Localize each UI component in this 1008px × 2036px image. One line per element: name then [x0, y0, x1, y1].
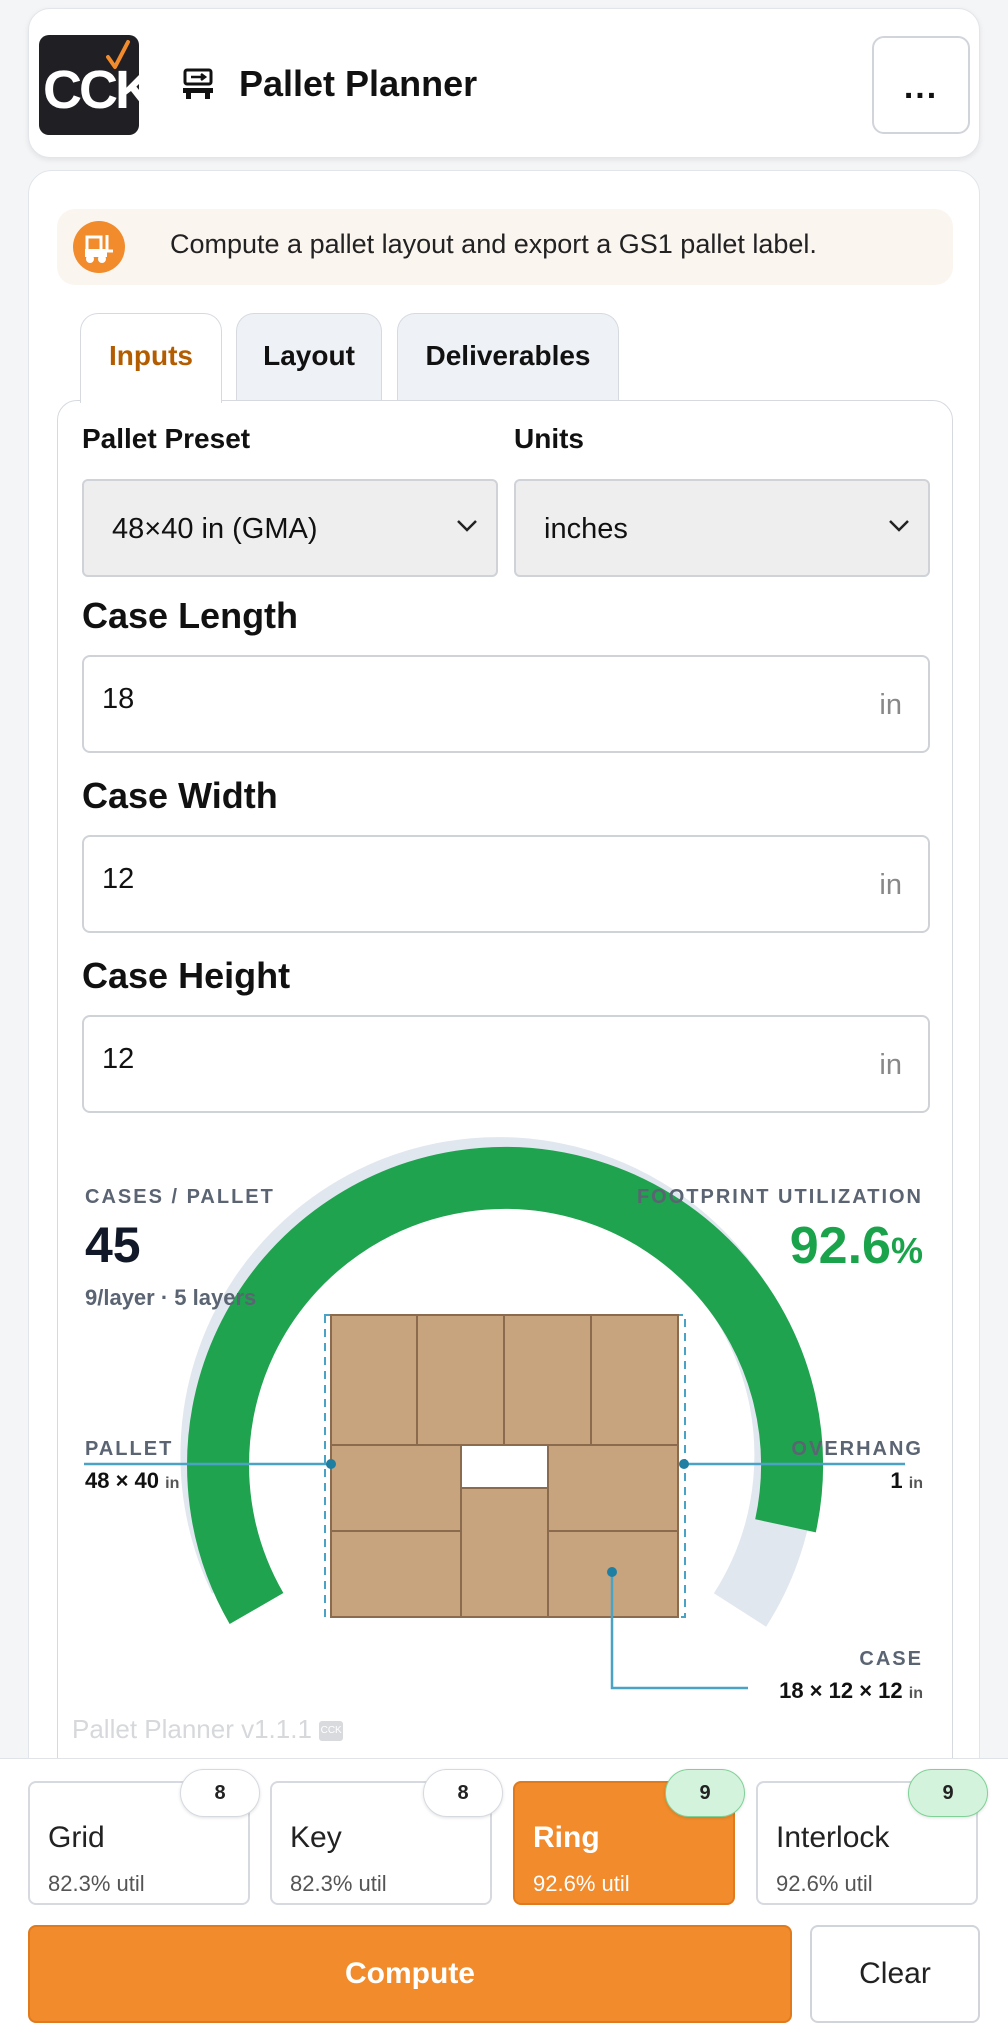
overhang-dims: 1 in	[890, 1468, 923, 1494]
option-name: Interlock	[776, 1821, 890, 1854]
util-label: FOOTPRINT UTILIZATION	[636, 1186, 923, 1208]
case-width-field[interactable]: in	[82, 835, 930, 933]
info-banner: Compute a pallet layout and export a GS1…	[57, 209, 953, 285]
option-interlock[interactable]: Interlock 92.6% util	[756, 1781, 978, 1905]
version-label: Pallet Planner v1.1.1	[72, 1714, 312, 1744]
option-count-badge: 9	[665, 1769, 745, 1817]
case-height-label: Case Height	[82, 955, 291, 996]
case-width-label: Case Width	[82, 775, 278, 816]
units-label: Units	[514, 423, 584, 454]
util-number: 92.6	[789, 1217, 891, 1275]
units-value: inches	[544, 513, 628, 545]
pallet-dims: 48 × 40 in	[85, 1468, 179, 1494]
tab-deliverables[interactable]: Deliverables	[397, 313, 619, 401]
option-count-badge: 8	[423, 1769, 503, 1817]
option-util: 92.6% util	[533, 1871, 630, 1896]
case-height-input[interactable]	[102, 1043, 802, 1076]
util-suffix: %	[890, 1230, 923, 1271]
cases-value: 45	[85, 1217, 141, 1273]
chevron-down-icon	[457, 520, 477, 532]
option-count-badge: 8	[180, 1769, 260, 1817]
overhang-unit: in	[908, 1475, 923, 1492]
option-name: Ring	[533, 1821, 600, 1854]
units-select[interactable]: inches	[514, 479, 930, 577]
case-length-label: Case Length	[82, 595, 299, 636]
option-name: Grid	[48, 1821, 105, 1854]
option-util: 82.3% util	[48, 1871, 145, 1896]
more-menu-button[interactable]: ...	[872, 36, 970, 134]
pallet-preset-select[interactable]: 48×40 in (GMA)	[82, 479, 498, 577]
option-util: 92.6% util	[776, 1871, 873, 1896]
pallet-preset-label: Pallet Preset	[82, 423, 251, 454]
case-width-input[interactable]	[102, 863, 802, 896]
pallet-icon	[183, 68, 213, 99]
chevron-down-icon	[889, 520, 909, 532]
main-card: Compute a pallet layout and export a GS1…	[28, 170, 980, 2036]
case-length-unit: in	[879, 689, 902, 721]
case-height-unit: in	[879, 1049, 902, 1081]
option-count-badge: 9	[908, 1769, 988, 1817]
cases-label: CASES / PALLET	[85, 1186, 275, 1208]
case-unit: in	[908, 1685, 923, 1702]
case-dims: 18 × 12 × 12 in	[779, 1678, 923, 1704]
option-ring[interactable]: Ring 92.6% util	[513, 1781, 735, 1905]
more-dots-icon: ...	[903, 68, 939, 106]
case-value: 18 × 12 × 12	[779, 1678, 903, 1703]
pallet-label: PALLET	[85, 1438, 174, 1460]
case-label: CASE	[859, 1648, 923, 1670]
case-length-field[interactable]: in	[82, 655, 930, 753]
overhang-label: OVERHANG	[791, 1438, 923, 1460]
clear-button[interactable]: Clear	[810, 1925, 980, 2023]
case-length-input[interactable]	[102, 683, 802, 716]
forklift-icon	[73, 221, 125, 273]
logo-text: CCK	[43, 60, 139, 120]
app-title: Pallet Planner	[239, 63, 478, 104]
version-text: Pallet Planner v1.1.1 CCK	[72, 1714, 344, 1745]
cck-logo: CCK	[39, 35, 139, 135]
logo-check-icon	[106, 40, 130, 69]
option-key[interactable]: Key 82.3% util	[270, 1781, 492, 1905]
pallet-preset-value: 48×40 in (GMA)	[112, 513, 318, 545]
tab-layout[interactable]: Layout	[236, 313, 382, 401]
pallet-value: 48 × 40	[85, 1468, 160, 1493]
tab-inputs[interactable]: Inputs	[80, 313, 222, 403]
compute-button[interactable]: Compute	[28, 1925, 792, 2023]
case-width-unit: in	[879, 869, 902, 901]
bottom-action-bar: Grid 82.3% util 8 Key 82.3% util 8 Ring …	[0, 1758, 1008, 2036]
option-util: 82.3% util	[290, 1871, 387, 1896]
overhang-value: 1	[890, 1468, 903, 1493]
pallet-unit: in	[165, 1475, 180, 1492]
case-height-field[interactable]: in	[82, 1015, 930, 1113]
app-header: CCK Pallet Planner ...	[28, 8, 980, 158]
cck-mini-logo: CCK	[319, 1721, 344, 1742]
option-name: Key	[290, 1821, 342, 1854]
banner-text: Compute a pallet layout and export a GS1…	[170, 229, 817, 259]
cases-sub: 9/layer · 5 layers	[85, 1285, 257, 1310]
util-value: 92.6%	[790, 1216, 923, 1276]
